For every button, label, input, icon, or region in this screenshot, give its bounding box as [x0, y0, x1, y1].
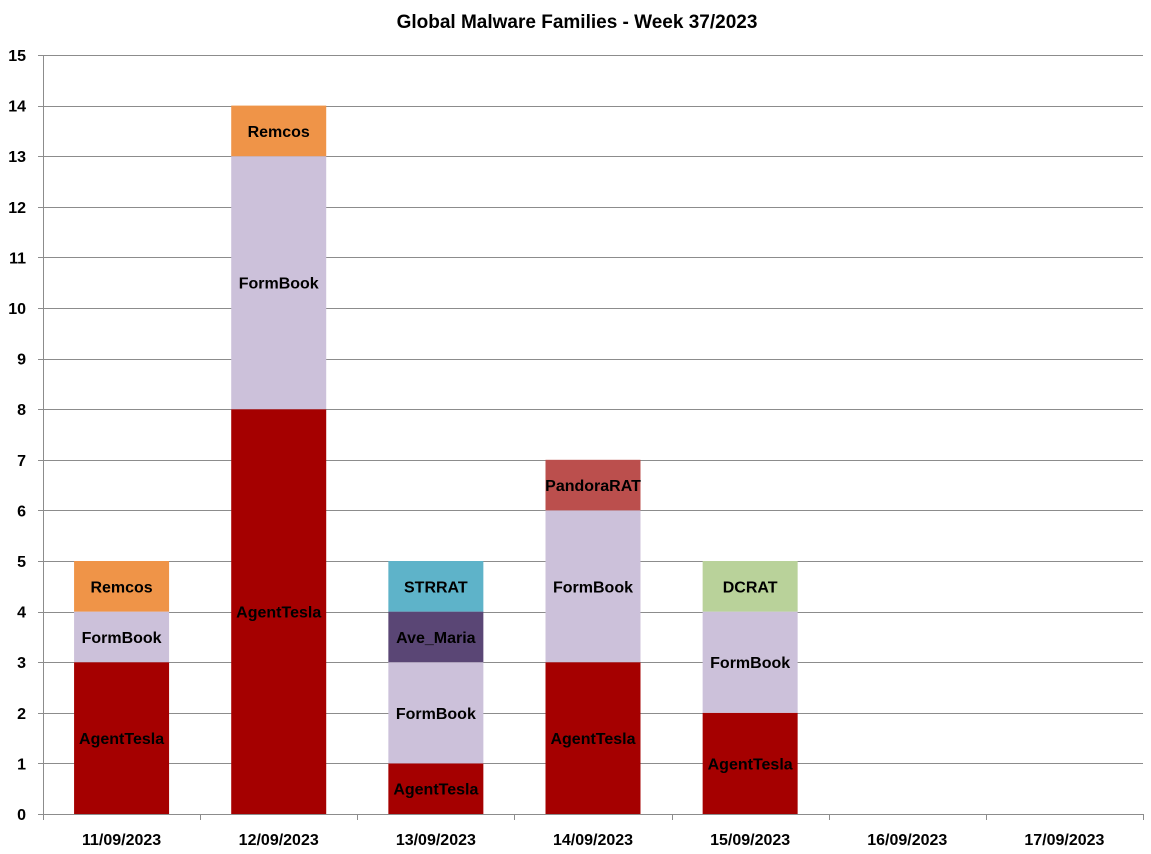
y-tick-label: 4: [17, 605, 26, 622]
x-tick-label: 15/09/2023: [710, 832, 790, 849]
y-tick-label: 12: [8, 200, 26, 217]
y-tick-label: 8: [17, 402, 26, 419]
segment-label: AgentTesla: [550, 731, 635, 748]
x-tick-label: 11/09/2023: [82, 832, 161, 849]
bar-segment-ave-maria: [388, 611, 484, 663]
segment-label: FormBook: [239, 276, 319, 293]
y-tick-label: 10: [8, 301, 26, 318]
y-tick-label: 7: [17, 453, 26, 470]
x-tick-label: 12/09/2023: [239, 832, 319, 849]
segment-label: Remcos: [90, 579, 152, 596]
segment-label: FormBook: [82, 630, 162, 647]
segment-label: FormBook: [553, 579, 633, 596]
y-tick-label: 5: [17, 554, 26, 571]
segment-label: AgentTesla: [236, 605, 321, 622]
bar-segment-formbook: [545, 510, 641, 663]
y-tick-label: 6: [17, 503, 26, 520]
bar-segment-formbook: [231, 156, 327, 410]
x-tick-label: 14/09/2023: [553, 832, 633, 849]
x-tick-label: 13/09/2023: [396, 832, 476, 849]
bar-segment-dcrat: [702, 561, 798, 612]
bar-segment-agenttesla: [388, 763, 484, 814]
chart-title: Global Malware Families - Week 37/2023: [397, 12, 758, 33]
y-tick-label: 2: [17, 706, 26, 723]
bar-segment-formbook: [74, 611, 170, 663]
y-tick-label: 0: [17, 807, 26, 824]
bar-segment-remcos: [231, 105, 327, 157]
segment-label: STRRAT: [404, 579, 468, 596]
bar-segment-agenttesla: [74, 662, 170, 814]
y-tick-label: 13: [8, 149, 26, 166]
y-tick-label: 11: [9, 250, 26, 267]
segment-label: AgentTesla: [79, 731, 164, 748]
x-tick-label: 16/09/2023: [867, 832, 947, 849]
bar-segment-pandorarat: [545, 459, 641, 511]
y-tick-label: 9: [17, 352, 26, 369]
y-tick-label: 14: [8, 99, 26, 116]
segment-label: Ave_Maria: [396, 630, 476, 647]
segment-label: AgentTesla: [393, 782, 478, 799]
bar-segment-agenttesla: [702, 712, 798, 814]
y-tick-label: 1: [17, 756, 26, 773]
x-tick-label: 17/09/2023: [1024, 832, 1104, 849]
bars: AgentTesla FormBook Remcos AgentTesla FormBo…: [74, 105, 798, 814]
bar-segment-agenttesla: [231, 409, 327, 814]
y-tick-label: 15: [8, 48, 26, 65]
segment-label: PandoraRAT: [545, 478, 641, 495]
segment-label: Remcos: [248, 124, 310, 141]
segment-label: DCRAT: [723, 579, 778, 596]
bar-segment-remcos: [74, 561, 170, 612]
segment-label: AgentTesla: [708, 756, 793, 773]
bar-segment-formbook: [702, 611, 798, 713]
segment-label: FormBook: [396, 706, 476, 723]
y-tick-label: 3: [17, 655, 26, 672]
bar-segment-agenttesla: [545, 662, 641, 814]
segment-label: FormBook: [710, 655, 790, 672]
bar-segment-strrat: [388, 561, 484, 612]
bar-segment-formbook: [388, 662, 484, 764]
